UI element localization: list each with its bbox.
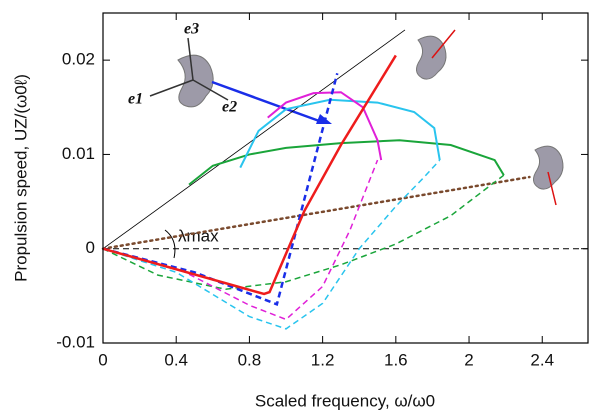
x-tick-label: 0.8 bbox=[238, 350, 262, 369]
x-tick-label: 0.4 bbox=[164, 350, 188, 369]
annotation: e2 bbox=[222, 99, 237, 116]
angle-arc bbox=[164, 229, 176, 259]
annotation: λmax bbox=[178, 226, 219, 245]
y-axis-label: Propulsion speed, UZ/(ω0ℓ) bbox=[11, 74, 30, 282]
y-tick-label: 0.02 bbox=[62, 50, 95, 69]
x-axis-label: Scaled frequency, ω/ω0 bbox=[255, 391, 435, 410]
data-line bbox=[102, 159, 441, 330]
data-line bbox=[102, 159, 379, 321]
annotation-arrow bbox=[211, 80, 323, 124]
y-tick-label: -0.01 bbox=[56, 332, 95, 351]
plot-frame bbox=[102, 12, 589, 344]
axes-icon bbox=[149, 29, 557, 206]
data-line bbox=[101, 175, 531, 250]
x-tick-label: 1.2 bbox=[311, 350, 335, 369]
data-line bbox=[102, 174, 505, 291]
annotation: e1 bbox=[128, 91, 143, 108]
x-tick-label: 1.6 bbox=[384, 350, 408, 369]
data-line bbox=[239, 98, 441, 169]
data-line bbox=[102, 73, 339, 307]
y-tick-label: 0.01 bbox=[62, 144, 95, 163]
y-tick-label: 0 bbox=[86, 238, 95, 257]
x-tick-label: 2 bbox=[464, 350, 473, 369]
x-tick-label: 2.4 bbox=[530, 350, 554, 369]
x-tick-label: 0 bbox=[98, 350, 107, 369]
data-line bbox=[188, 139, 505, 186]
annotation: e3 bbox=[184, 21, 199, 38]
arrow-head bbox=[316, 114, 332, 124]
data-line bbox=[102, 54, 397, 296]
decorations: e3 e1 e2 λmax bbox=[128, 21, 564, 259]
data-line bbox=[267, 91, 383, 161]
